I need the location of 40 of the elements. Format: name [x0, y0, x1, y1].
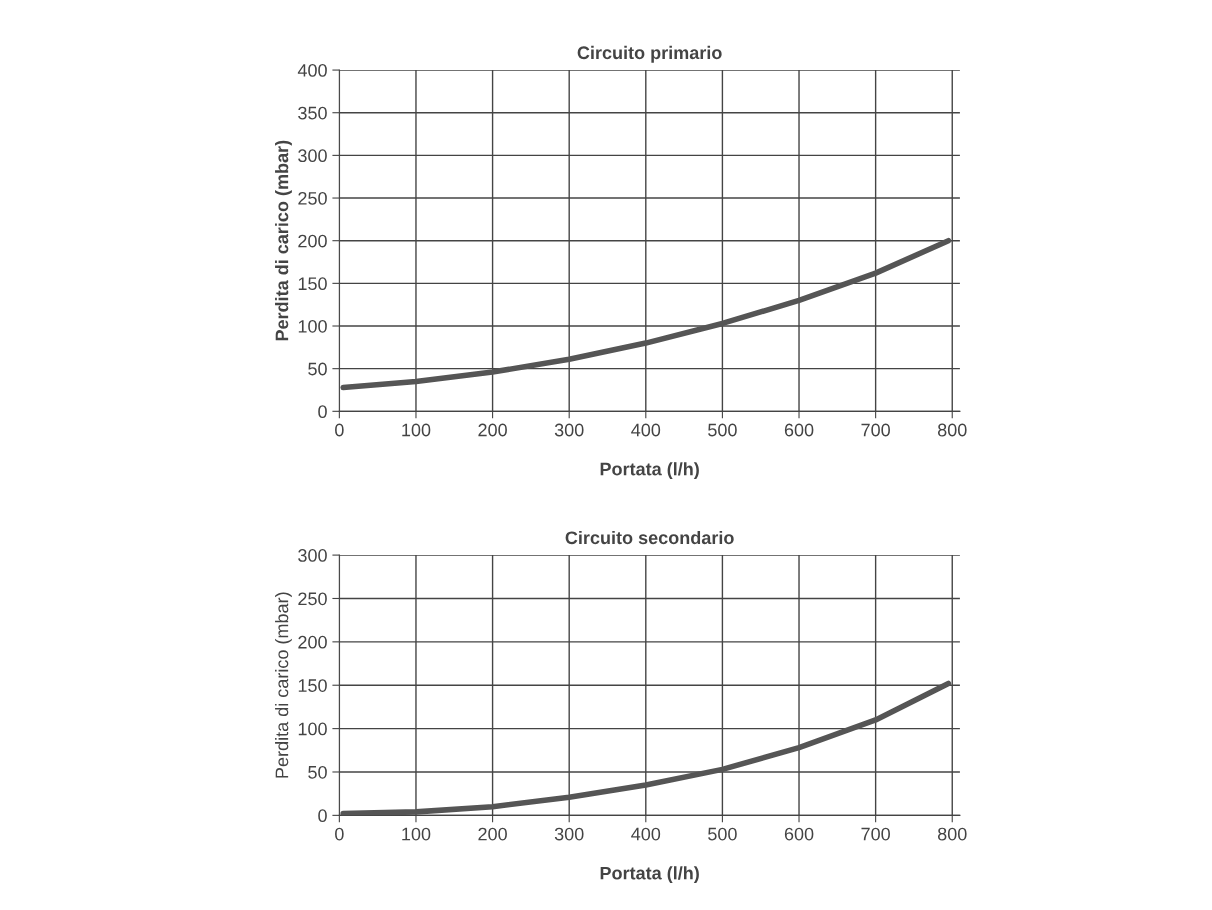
- y-tick-label: 50: [308, 362, 327, 376]
- x-tick-label: 100: [402, 827, 431, 841]
- x-tick-label: 100: [402, 423, 431, 437]
- y-tick-label: 300: [298, 549, 327, 562]
- y-tick-label: 200: [298, 234, 327, 248]
- x-tick-label: 200: [478, 827, 507, 841]
- y-tick-label: 250: [298, 592, 327, 606]
- x-tick-label: 0: [335, 423, 344, 437]
- chart-title: Circuito secondario: [565, 530, 734, 545]
- y-axis-title: Perdita di carico (mbar): [275, 140, 292, 341]
- x-tick-label: 800: [937, 827, 967, 841]
- y-tick-label: 0: [318, 809, 327, 823]
- y-tick-label: 50: [308, 765, 327, 779]
- x-tick-label: 400: [631, 827, 661, 841]
- x-axis-title: Portata (l/h): [600, 866, 699, 884]
- x-tick-label: 500: [708, 423, 737, 437]
- y-tick-label: 250: [298, 191, 327, 205]
- x-tick-label: 300: [554, 423, 584, 437]
- y-tick-label: 350: [298, 106, 327, 120]
- y-tick-label: 200: [298, 635, 327, 649]
- chart-title: Circuito primario: [577, 45, 722, 63]
- y-axis-title: Perdita di carico (mbar): [275, 592, 292, 778]
- x-tick-label: 500: [708, 827, 737, 841]
- x-tick-label: 200: [478, 423, 507, 437]
- y-tick-label: 400: [297, 64, 327, 77]
- x-tick-label: 600: [784, 827, 814, 841]
- x-tick-label: 300: [554, 827, 584, 841]
- y-tick-label: 150: [298, 277, 327, 291]
- y-tick-label: 150: [298, 679, 327, 692]
- x-tick-label: 700: [861, 423, 890, 437]
- x-axis-title: Portata (l/h): [600, 462, 699, 480]
- x-tick-label: 700: [861, 827, 890, 841]
- x-tick-label: 800: [937, 423, 967, 437]
- x-tick-label: 600: [784, 423, 814, 437]
- x-tick-label: 400: [631, 423, 661, 437]
- x-tick-label: 0: [335, 827, 344, 841]
- y-tick-label: 100: [298, 319, 327, 333]
- y-tick-label: 100: [298, 722, 327, 736]
- y-tick-label: 0: [318, 405, 327, 419]
- y-tick-label: 300: [298, 149, 327, 163]
